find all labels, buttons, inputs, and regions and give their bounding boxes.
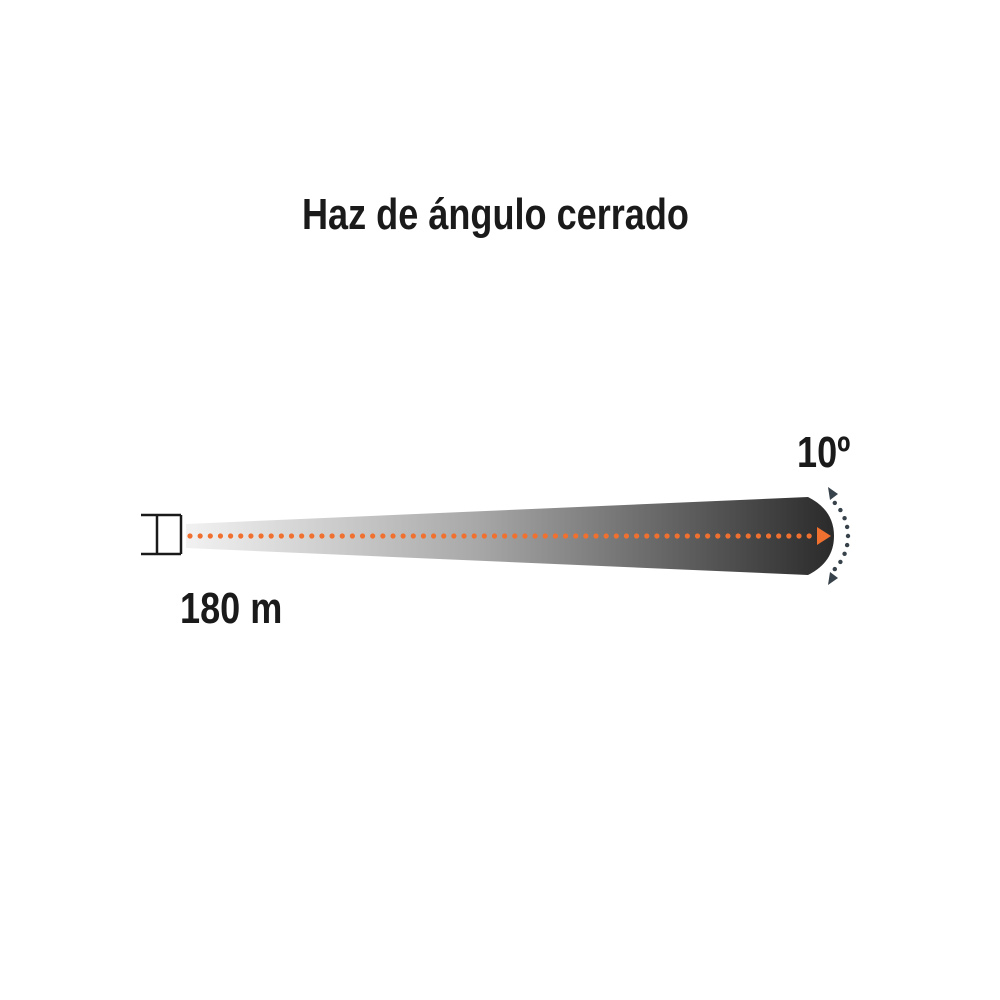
beam-dot bbox=[491, 533, 498, 539]
arc-dot bbox=[844, 542, 850, 548]
flashlight-icon bbox=[141, 513, 183, 556]
beam-dot bbox=[613, 533, 619, 539]
arc-dot bbox=[842, 551, 847, 557]
arc-dot bbox=[845, 533, 851, 539]
beam-dot bbox=[441, 533, 447, 539]
arc-dot bbox=[832, 566, 837, 572]
beam-dot bbox=[431, 533, 437, 539]
beam-dot bbox=[370, 533, 376, 539]
beam-dot bbox=[664, 533, 670, 539]
beam-dot bbox=[623, 533, 630, 539]
beam-dot bbox=[735, 533, 741, 539]
beam-dot bbox=[522, 533, 528, 539]
beam-dot bbox=[319, 533, 325, 539]
beam-dot bbox=[806, 533, 812, 539]
angle-arc-icon bbox=[832, 500, 851, 572]
beam-dot bbox=[512, 533, 518, 539]
beam-dot bbox=[248, 533, 254, 539]
beam-dot bbox=[268, 533, 274, 539]
beam-dot bbox=[674, 533, 680, 539]
beam-dot bbox=[644, 533, 650, 539]
arc-arrow-top-icon bbox=[828, 487, 838, 500]
arc-dot bbox=[838, 559, 843, 565]
arc-dot bbox=[842, 515, 847, 521]
arrow-head-icon bbox=[817, 527, 831, 545]
beam-dot bbox=[288, 533, 295, 539]
beam-dot bbox=[765, 533, 772, 539]
beam-dot bbox=[684, 533, 690, 539]
beam-dot bbox=[583, 533, 589, 539]
beam-dot bbox=[349, 533, 355, 539]
beam-dot bbox=[755, 533, 762, 539]
beam-dot bbox=[217, 533, 224, 539]
angle-label: 10º bbox=[797, 428, 851, 477]
beam-dot bbox=[603, 533, 609, 539]
beam-dot bbox=[715, 533, 721, 539]
beam-dot bbox=[654, 533, 660, 539]
beam-dot bbox=[390, 533, 396, 539]
beam-dot bbox=[573, 533, 579, 539]
arc-dot bbox=[844, 524, 850, 530]
arc-arrow-bottom-icon bbox=[828, 572, 838, 585]
beam-dot bbox=[776, 533, 782, 539]
beam-dot bbox=[380, 533, 386, 539]
beam-dot bbox=[461, 533, 467, 539]
beam-dot bbox=[694, 533, 701, 539]
beam-dot bbox=[786, 533, 792, 539]
light-beam bbox=[186, 497, 834, 575]
beam-dot bbox=[502, 533, 508, 539]
beam-dot bbox=[228, 533, 234, 539]
arc-dot bbox=[832, 500, 837, 506]
beam-dot bbox=[593, 533, 599, 539]
beam-dotted-line bbox=[187, 533, 812, 539]
beam-dot bbox=[258, 533, 264, 539]
beam-dot bbox=[238, 533, 244, 539]
beam-dot bbox=[705, 533, 711, 539]
beam-dot bbox=[207, 533, 213, 539]
beam-dot bbox=[796, 533, 802, 539]
beam-dot bbox=[725, 533, 731, 539]
beam-dot bbox=[197, 533, 203, 539]
beam-dot bbox=[278, 533, 284, 539]
beam-dot bbox=[299, 533, 305, 539]
beam-dot bbox=[471, 533, 477, 539]
beam-dot bbox=[400, 533, 406, 539]
beam-dot bbox=[420, 533, 427, 539]
beam-dot bbox=[359, 533, 366, 539]
beam-dot bbox=[329, 533, 335, 539]
beam-dot bbox=[552, 533, 559, 539]
beam-dot bbox=[532, 533, 538, 539]
beam-dot bbox=[634, 533, 640, 539]
beam-dot bbox=[562, 533, 569, 539]
beam-dot bbox=[481, 533, 487, 539]
beam-dot bbox=[187, 533, 193, 539]
beam-dot bbox=[451, 533, 457, 539]
diagram-title: Haz de ángulo cerrado bbox=[302, 190, 689, 239]
beam-dot bbox=[542, 533, 548, 539]
beam-dot bbox=[410, 533, 416, 539]
beam-dot bbox=[309, 533, 315, 539]
beam-dot bbox=[745, 533, 751, 539]
beam-dot bbox=[339, 533, 345, 539]
distance-label: 180 m bbox=[180, 584, 283, 633]
arc-dot bbox=[838, 507, 843, 513]
